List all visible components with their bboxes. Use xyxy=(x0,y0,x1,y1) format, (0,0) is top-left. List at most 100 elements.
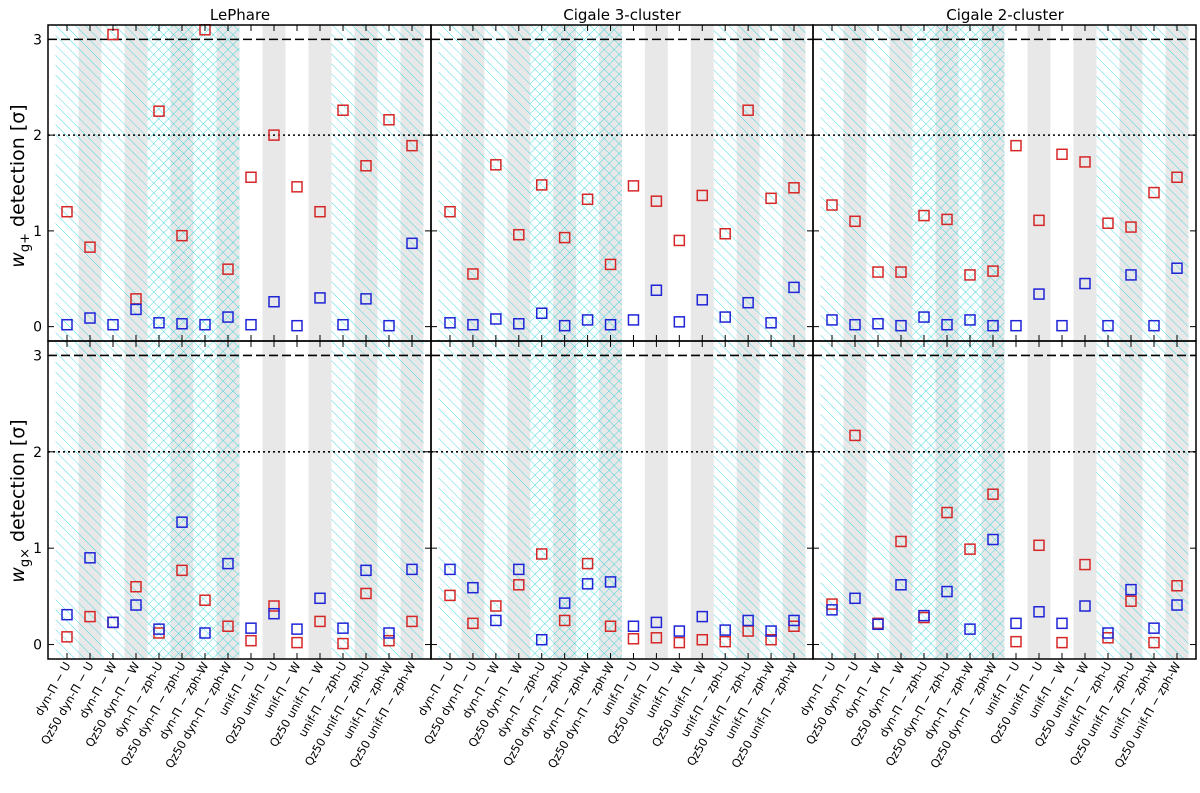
blue-marker xyxy=(222,557,234,570)
blue-marker xyxy=(245,318,257,331)
hatch-band xyxy=(1119,25,1143,341)
red-marker xyxy=(1079,156,1091,168)
crosshatch-band xyxy=(912,341,936,659)
blue-marker xyxy=(581,314,594,326)
y-tick-label: 0 xyxy=(33,638,42,654)
blue-marker xyxy=(176,318,188,330)
blue-marker xyxy=(444,317,456,329)
blue-marker xyxy=(696,610,709,623)
blue-marker xyxy=(964,314,976,326)
red-marker xyxy=(1033,539,1045,552)
blue-marker xyxy=(627,314,640,326)
red-marker xyxy=(581,557,594,570)
red-marker xyxy=(1125,595,1137,607)
blue-marker xyxy=(490,313,502,325)
hatch-band xyxy=(124,25,148,341)
red-marker xyxy=(84,241,96,253)
hatch-band xyxy=(843,341,867,659)
y-tick-label: 2 xyxy=(33,445,42,461)
red-marker xyxy=(467,617,479,630)
blue-marker xyxy=(535,307,548,319)
crosshatch-band xyxy=(599,341,622,659)
red-marker xyxy=(337,637,349,650)
gray-band xyxy=(644,341,668,659)
blue-marker xyxy=(360,293,372,305)
crosshatch-band xyxy=(981,341,1005,659)
red-marker xyxy=(245,171,257,184)
markers xyxy=(61,24,1183,650)
blue-marker xyxy=(581,578,594,590)
red-marker xyxy=(222,263,234,275)
red-marker xyxy=(650,632,663,644)
hatch-band xyxy=(354,341,378,659)
blue-marker xyxy=(826,604,838,616)
red-marker xyxy=(383,634,395,647)
gray-band xyxy=(690,341,714,659)
crosshatch-band xyxy=(958,341,982,659)
hatch-band xyxy=(55,25,79,341)
red-marker xyxy=(581,193,594,206)
crosshatch-band xyxy=(981,25,1005,341)
hatch-band xyxy=(78,341,102,659)
red-marker xyxy=(513,228,525,241)
red-marker xyxy=(490,600,502,612)
hatch-band xyxy=(377,25,401,341)
blue-marker xyxy=(337,318,349,331)
hatch-band xyxy=(377,341,401,659)
hatch-band xyxy=(889,341,913,659)
blue-marker xyxy=(467,581,479,594)
hatch-band xyxy=(484,25,508,341)
blue-marker xyxy=(895,579,907,591)
blue-marker xyxy=(872,618,884,631)
red-marker xyxy=(84,610,96,623)
red-marker xyxy=(1125,221,1137,233)
hatch-band xyxy=(843,25,867,341)
blue-marker xyxy=(61,318,73,331)
red-marker xyxy=(719,635,731,648)
blue-marker xyxy=(337,622,349,634)
blue-marker xyxy=(107,616,119,629)
red-marker xyxy=(987,265,999,277)
blue-marker xyxy=(406,237,418,250)
blue-marker xyxy=(650,616,663,629)
blue-marker xyxy=(268,295,280,308)
gray-band xyxy=(690,25,714,341)
shading-layer xyxy=(55,25,1189,659)
hatch-band xyxy=(1119,341,1143,659)
blue-marker xyxy=(719,311,731,323)
hatch-band xyxy=(400,25,424,341)
crosshatch-band xyxy=(530,341,554,659)
y-label-bottom-sub: g× xyxy=(18,548,33,567)
blue-marker xyxy=(153,623,165,635)
red-marker xyxy=(337,104,349,116)
red-marker xyxy=(895,266,907,278)
blue-marker xyxy=(987,533,999,546)
blue-marker xyxy=(199,627,211,639)
blue-marker xyxy=(1033,288,1045,300)
red-marker xyxy=(291,636,303,649)
red-marker xyxy=(1171,580,1183,592)
blue-marker xyxy=(467,318,479,331)
blue-marker xyxy=(742,614,754,627)
blue-marker xyxy=(176,516,188,528)
blue-marker xyxy=(1102,319,1114,332)
hatch-band xyxy=(438,25,462,341)
hatch-band xyxy=(1096,341,1120,659)
blue-marker xyxy=(650,284,663,296)
blue-marker xyxy=(742,296,754,309)
hatch-band xyxy=(1142,341,1166,659)
hatch-band xyxy=(507,25,531,341)
blue-marker xyxy=(291,623,303,635)
red-marker xyxy=(765,192,777,205)
hatch-band xyxy=(101,25,125,341)
red-marker xyxy=(444,205,456,218)
blue-marker xyxy=(268,607,280,620)
y-tick-label: 1 xyxy=(33,541,42,557)
blue-marker xyxy=(558,319,571,332)
blue-marker xyxy=(788,614,800,627)
column-title-cigale-3-cluster: Cigale 3-cluster xyxy=(563,6,681,24)
red-marker xyxy=(360,587,372,600)
y-tick-label: 3 xyxy=(33,348,42,364)
red-marker xyxy=(604,258,617,271)
